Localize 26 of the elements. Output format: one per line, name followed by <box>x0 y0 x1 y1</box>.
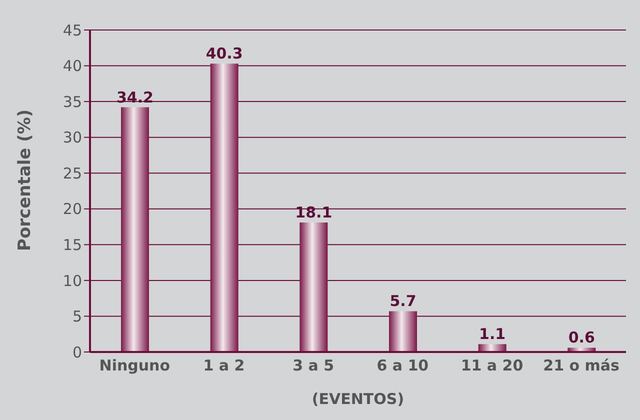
y-tick-label: 40 <box>62 57 82 76</box>
bar <box>389 311 417 352</box>
y-tick-label: 25 <box>62 164 82 182</box>
y-tick-label: 30 <box>62 128 82 147</box>
y-tick-label: 35 <box>62 92 82 111</box>
bar <box>210 64 238 352</box>
x-tick-label: 21 o más <box>543 356 620 375</box>
y-tick-label: 0 <box>72 343 82 362</box>
y-tick-label: 10 <box>62 272 82 290</box>
data-label: 5.7 <box>390 292 416 310</box>
bar <box>121 107 149 352</box>
y-tick-label: 15 <box>62 236 82 254</box>
y-tick-label: 45 <box>62 21 82 40</box>
data-label: 40.3 <box>206 44 243 63</box>
x-tick-label: 1 a 2 <box>203 356 245 375</box>
bar <box>300 222 328 352</box>
x-axis-title: (EVENTOS) <box>312 390 404 408</box>
x-tick-label: 6 a 10 <box>376 356 429 375</box>
x-tick-label: 3 a 5 <box>292 356 334 375</box>
x-tick-label: 11 a 20 <box>460 356 524 375</box>
x-tick-label: Ninguno <box>99 356 170 375</box>
y-tick-label: 5 <box>72 308 82 326</box>
y-tick-label: 20 <box>62 200 82 218</box>
y-axis-title: Porcentale (%) <box>15 109 36 251</box>
data-label: 1.1 <box>479 325 506 344</box>
data-label: 0.6 <box>568 328 595 347</box>
